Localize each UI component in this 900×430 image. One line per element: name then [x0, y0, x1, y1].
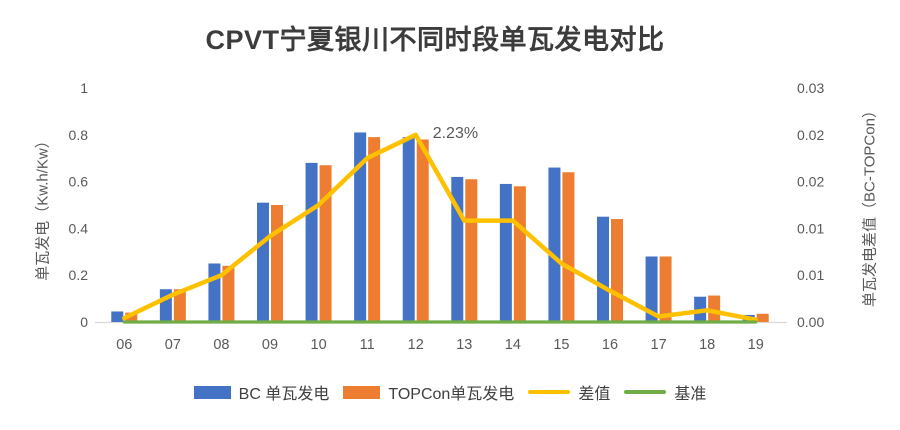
right-axis-tick-label: 0.00 [797, 314, 824, 330]
x-axis-tick-label: 19 [748, 337, 764, 353]
x-axis-tick-label: 11 [360, 337, 375, 353]
topcon-bar-09 [271, 205, 283, 322]
topcon-bar-14 [513, 186, 526, 322]
topcon-bar-12 [416, 139, 429, 322]
x-axis-tick-label: 07 [165, 337, 181, 353]
bc-bar-15 [548, 167, 561, 322]
chart-legend: BC 单瓦发电 TOPCon单瓦发电 差值 基准 [0, 379, 900, 405]
right-axis-tick-label: 0.02 [797, 127, 824, 143]
bc-bar-11 [354, 132, 367, 322]
topcon-bar-16 [611, 219, 623, 322]
right-axis-tick-label: 0.01 [797, 220, 824, 236]
left-axis-tick-label: 0 [80, 314, 88, 330]
topcon-bar-18 [708, 295, 721, 322]
legend-item-bc: BC 单瓦发电 [193, 380, 330, 404]
x-axis-tick-label: 12 [408, 337, 424, 353]
topcon-bar-17 [659, 256, 672, 322]
right-axis-tick-label: 0.01 [797, 267, 824, 283]
legend-label-diff: 差值 [578, 386, 611, 403]
topcon-bar-10 [319, 165, 332, 322]
bc-series-swatch [193, 385, 231, 399]
baseline-series-swatch [624, 390, 667, 394]
x-axis-tick-label: 10 [311, 337, 327, 353]
bc-bar-14 [499, 183, 512, 322]
right-axis-tick-label: 0.02 [797, 174, 824, 190]
topcon-bar-08 [222, 265, 235, 322]
diff-line [122, 132, 758, 322]
legend-item-baseline: 基准 [624, 380, 706, 404]
chart-title: CPVT宁夏银川不同时段单瓦发电对比 [205, 25, 665, 55]
right-axis-tick-label: 0.03 [797, 80, 824, 96]
topcon-bar-15 [562, 172, 575, 322]
x-axis-tick-label: 17 [651, 337, 667, 353]
left-axis-title: 单瓦发电（Kw.h/Kw） [34, 133, 52, 281]
x-axis-tick-label: 16 [602, 337, 618, 353]
topcon-bar-13 [465, 179, 478, 322]
diff-peak-annotation: 2.23% [433, 125, 478, 142]
left-axis-tick-label: 0.2 [69, 267, 89, 283]
bc-bar-08 [208, 263, 221, 322]
topcon-bar-06 [125, 312, 138, 322]
x-axis-tick-label: 15 [553, 337, 569, 353]
left-axis-tick-label: 0.6 [69, 174, 89, 190]
x-axis-tick-label: 14 [505, 337, 521, 353]
bc-bar-06 [111, 311, 124, 322]
x-axis-tick-label: 13 [456, 337, 472, 353]
left-axis-tick-label: 0.8 [69, 127, 89, 143]
topcon-series-swatch [343, 385, 381, 399]
bc-bar-16 [597, 216, 609, 322]
x-axis-tick-label: 08 [213, 337, 229, 353]
left-axis-tick-label: 1 [80, 80, 88, 96]
left-axis-tick-label: 0.4 [69, 220, 89, 236]
bc-bar-09 [257, 202, 269, 322]
right-axis-title: 单瓦发电差值（BC-TOPCon） [861, 103, 879, 307]
legend-item-diff: 差值 [528, 380, 610, 404]
x-axis-tick-label: 09 [262, 337, 278, 353]
topcon-bar-07 [173, 289, 186, 322]
topcon-bar-19 [756, 313, 769, 322]
diff-series-swatch [528, 390, 571, 394]
legend-label-bc: BC 单瓦发电 [238, 386, 330, 403]
x-axis-tick-label: 18 [699, 337, 715, 353]
x-axis-tick-label: 06 [116, 337, 132, 353]
topcon-bar-11 [368, 137, 381, 322]
legend-label-baseline: 基准 [674, 386, 707, 403]
bc-bar-10 [305, 162, 318, 322]
legend-label-topcon: TOPCon单瓦发电 [388, 386, 515, 403]
legend-item-topcon: TOPCon单瓦发电 [343, 380, 514, 404]
bc-bar-12 [402, 137, 415, 322]
bc-bar-17 [645, 256, 658, 322]
